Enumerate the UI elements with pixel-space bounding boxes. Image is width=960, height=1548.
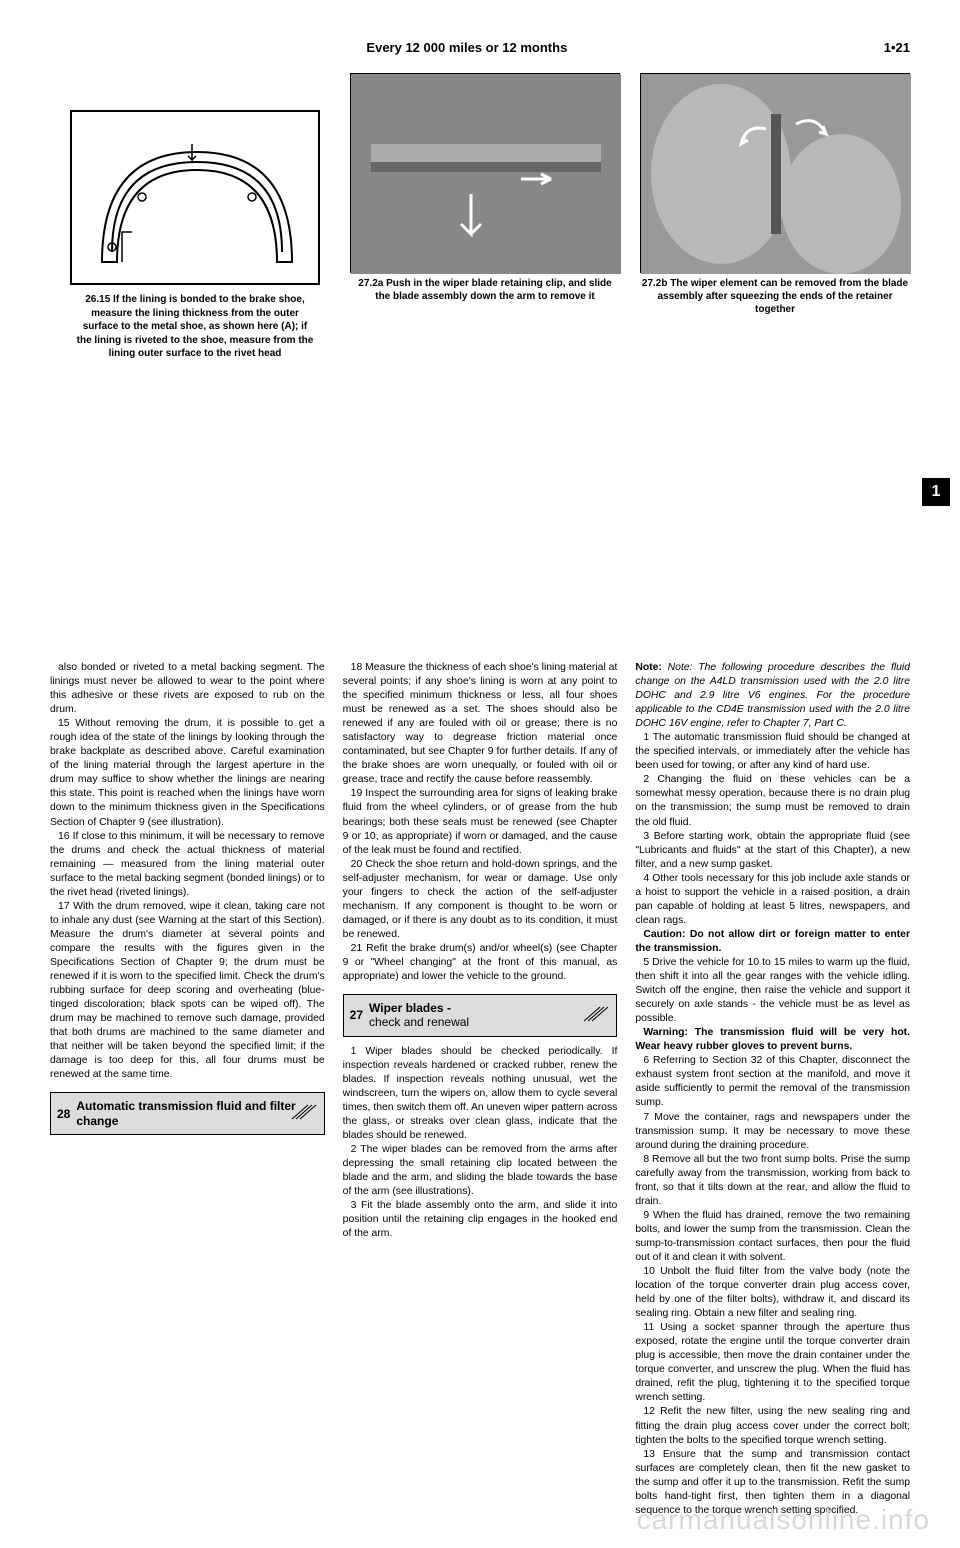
column-1: also bonded or riveted to a metal backin… <box>50 661 325 1518</box>
header-center: Every 12 000 miles or 12 months <box>366 40 567 55</box>
para-16: 16 If close to this minimum, it will be … <box>50 830 325 900</box>
text-columns: also bonded or riveted to a metal backin… <box>50 661 910 1518</box>
para-14-cont: also bonded or riveted to a metal backin… <box>50 661 325 717</box>
para-28-9: 9 When the fluid has drained, remove the… <box>635 1209 910 1265</box>
header-page-number: 1•21 <box>884 40 910 55</box>
para-27-1: 1 Wiper blades should be checked periodi… <box>343 1045 618 1143</box>
section-27-number: 27 <box>350 1008 363 1022</box>
photo-block-right: 27.2b The wiper element can be removed f… <box>640 73 910 316</box>
column-3: Note: Note: The following procedure desc… <box>635 661 910 1518</box>
section-27-header: 27 Wiper blades -check and renewal <box>343 994 618 1037</box>
page-header: Every 12 000 miles or 12 months 1•21 <box>50 40 910 55</box>
watermark: carmanualsonline.info <box>637 1504 930 1536</box>
para-28-4: 4 Other tools necessary for this job inc… <box>635 872 910 928</box>
para-28-10: 10 Unbolt the fluid filter from the valv… <box>635 1265 910 1321</box>
para-note: Note: Note: The following procedure desc… <box>635 661 910 731</box>
para-27-2: 2 The wiper blades can be removed from t… <box>343 1143 618 1199</box>
wrench-icon <box>290 1099 318 1128</box>
wiper-element-photo <box>640 73 910 273</box>
para-20: 20 Check the shoe return and hold-down s… <box>343 858 618 942</box>
para-28-3: 3 Before starting work, obtain the appro… <box>635 830 910 872</box>
para-28-5: 5 Drive the vehicle for 10 to 15 miles t… <box>635 956 910 1026</box>
para-17: 17 With the drum removed, wipe it clean,… <box>50 900 325 1083</box>
para-28-1: 1 The automatic transmission fluid shoul… <box>635 731 910 773</box>
page-container: Every 12 000 miles or 12 months 1•21 27.… <box>0 0 960 1548</box>
para-28-8: 8 Remove all but the two front sump bolt… <box>635 1153 910 1209</box>
para-28-6: 6 Referring to Section 32 of this Chapte… <box>635 1054 910 1110</box>
para-28-2: 2 Changing the fluid on these vehicles c… <box>635 773 910 829</box>
para-28-11: 11 Using a socket spanner through the ap… <box>635 1321 910 1405</box>
para-21: 21 Refit the brake drum(s) and/or wheel(… <box>343 942 618 984</box>
para-28-12: 12 Refit the new filter, using the new s… <box>635 1405 910 1447</box>
column-2: 18 Measure the thickness of each shoe's … <box>343 661 618 1518</box>
section-28-header: 28 Automatic transmission fluid and filt… <box>50 1092 325 1135</box>
photo-block-left: 27.2a Push in the wiper blade retaining … <box>350 73 620 316</box>
para-19: 19 Inspect the surrounding area for sign… <box>343 787 618 857</box>
chapter-tab: 1 <box>922 478 950 506</box>
photo-caption-left: 27.2a Push in the wiper blade retaining … <box>350 277 620 303</box>
section-28-title: Automatic transmission fluid and filter … <box>76 1099 317 1128</box>
wiper-clip-photo <box>350 73 620 273</box>
brake-shoe-diagram: A <box>70 110 320 285</box>
brake-shoe-diagram-block: A 26.15 If the lining is bonded to the b… <box>70 110 320 361</box>
wrench-icon <box>582 1001 610 1030</box>
diagram-letter-a: A <box>187 142 196 143</box>
para-18: 18 Measure the thickness of each shoe's … <box>343 661 618 787</box>
para-28-7: 7 Move the container, rags and newspaper… <box>635 1111 910 1153</box>
para-15: 15 Without removing the drum, it is poss… <box>50 717 325 829</box>
brake-shoe-diagram-caption: 26.15 If the lining is bonded to the bra… <box>70 293 320 361</box>
para-27-3: 3 Fit the blade assembly onto the arm, a… <box>343 1199 618 1241</box>
para-warning: Warning: The transmission fluid will be … <box>635 1026 910 1054</box>
photo-caption-right: 27.2b The wiper element can be removed f… <box>640 277 910 316</box>
section-28-number: 28 <box>57 1107 70 1121</box>
para-caution: Caution: Do not allow dirt or foreign ma… <box>635 928 910 956</box>
section-27-title: Wiper blades -check and renewal <box>369 1001 469 1030</box>
